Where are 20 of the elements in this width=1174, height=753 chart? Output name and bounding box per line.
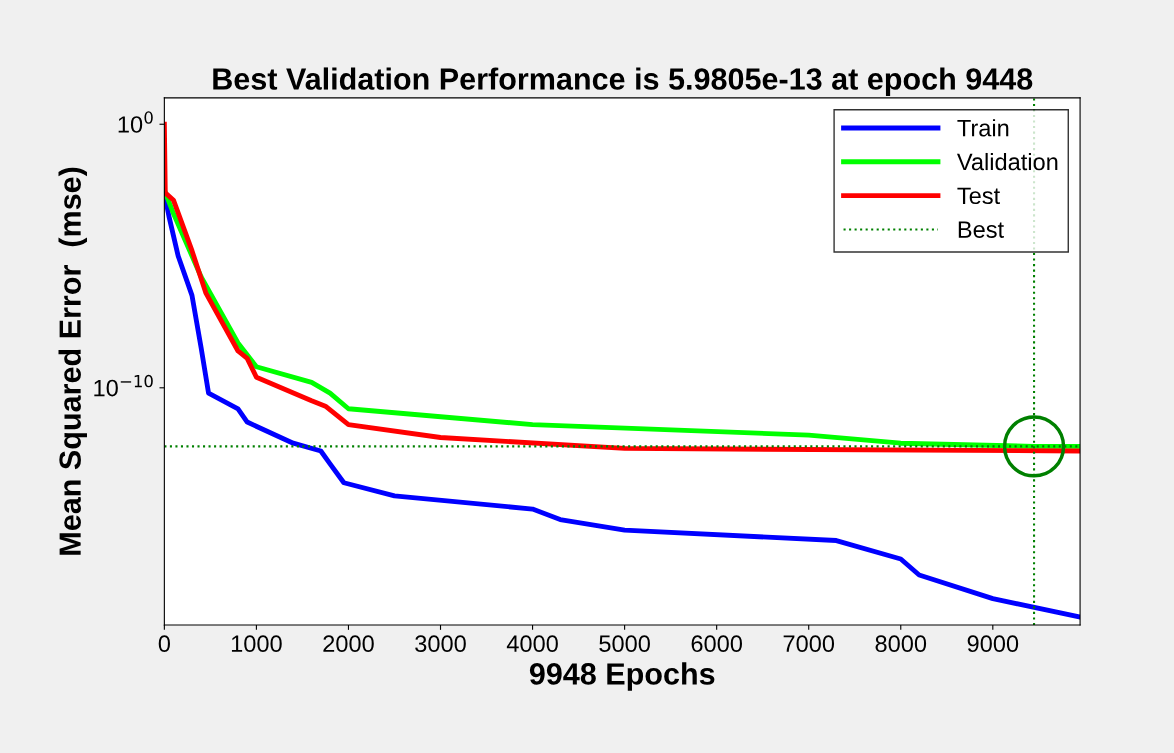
x-tick-label: 1000 xyxy=(231,635,282,653)
x-tick-label: 6000 xyxy=(691,635,743,653)
ref-line-label: Best xyxy=(958,221,1004,238)
y-tick-label: 10$^{−10}$ xyxy=(94,374,153,397)
y-tick-label: 10$^{0}$ xyxy=(118,111,153,133)
x-tick-label: 8000 xyxy=(875,635,927,653)
x-tick-label: 9000 xyxy=(967,635,1019,653)
legend-label: Test xyxy=(957,187,1000,205)
x-tick-label: 5000 xyxy=(599,635,650,653)
x-tick-label: 7000 xyxy=(783,635,835,653)
x-axis-title: 9948 Epochs xyxy=(529,662,715,691)
x-tick-label: 4000 xyxy=(506,635,558,653)
chart-title: Best Validation Performance is 5.9805e-13 at epoch 9448 xyxy=(213,67,1033,96)
x-tick-label: 2000 xyxy=(323,635,374,653)
legend-label: Validation xyxy=(956,152,1058,171)
y-axis-title: Mean Squared Error (mse) xyxy=(58,167,87,555)
x-tick-label: 0 xyxy=(158,635,170,653)
line-series xyxy=(164,121,1081,454)
legend-label: Train xyxy=(957,119,1009,137)
x-tick-label: 3000 xyxy=(415,635,466,653)
